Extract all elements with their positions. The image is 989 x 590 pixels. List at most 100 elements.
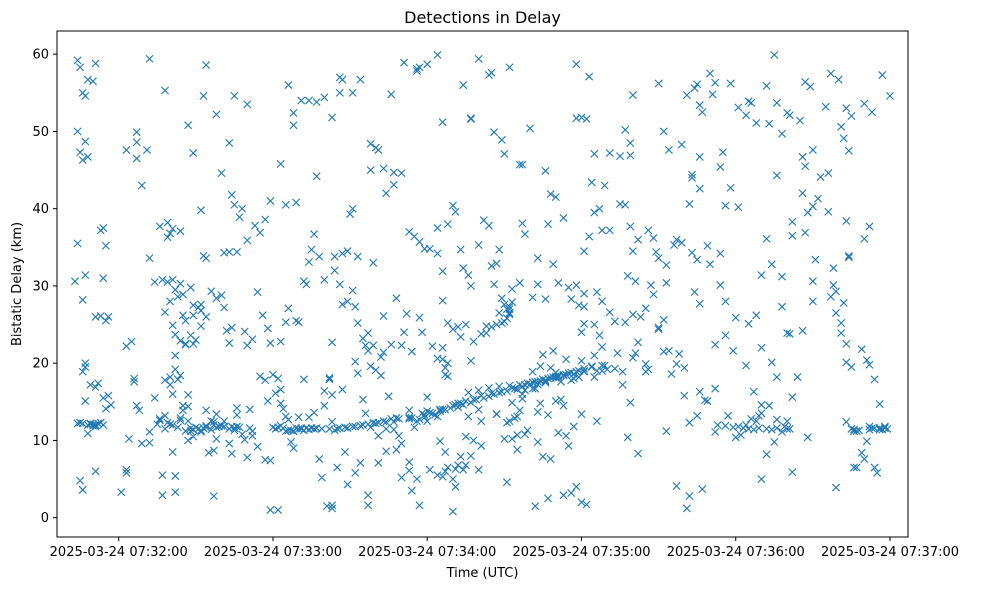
data-point — [232, 404, 241, 412]
data-point — [405, 458, 414, 467]
data-point — [184, 436, 193, 445]
data-point — [76, 418, 85, 427]
data-point — [832, 287, 841, 296]
data-point — [286, 437, 295, 446]
data-point — [765, 401, 774, 410]
data-point — [202, 312, 211, 321]
data-point — [711, 427, 720, 436]
data-point — [772, 98, 781, 107]
data-point — [176, 414, 185, 423]
data-point — [513, 445, 522, 454]
x-tick-label: 2025-03-24 07:36:00 — [667, 545, 805, 560]
data-point — [402, 309, 411, 318]
data-point — [778, 272, 787, 281]
data-point — [425, 244, 434, 253]
data-point — [423, 60, 432, 69]
data-point — [155, 222, 164, 231]
data-point — [137, 181, 146, 190]
data-point — [328, 390, 337, 399]
data-point — [441, 448, 450, 457]
data-point — [824, 207, 833, 216]
data-point — [801, 228, 810, 237]
data-point — [207, 287, 216, 296]
data-point — [785, 424, 794, 433]
data-point — [459, 465, 468, 474]
data-point — [538, 350, 547, 359]
data-point — [343, 480, 352, 489]
data-point — [274, 374, 283, 383]
data-point — [217, 169, 226, 178]
data-point — [382, 424, 391, 433]
data-point — [351, 422, 360, 431]
data-point — [91, 422, 100, 431]
data-point — [89, 77, 97, 86]
data-point — [847, 363, 856, 372]
data-point — [99, 274, 108, 283]
data-point — [474, 465, 483, 474]
data-point — [135, 406, 144, 415]
data-point — [189, 339, 198, 348]
data-point — [289, 444, 298, 453]
data-point — [729, 346, 738, 355]
data-point — [73, 127, 82, 136]
data-point — [832, 483, 841, 492]
data-point — [456, 245, 465, 254]
data-point — [384, 392, 393, 401]
data-point — [852, 463, 861, 472]
data-point — [757, 400, 766, 409]
data-point — [73, 56, 82, 65]
data-point — [520, 430, 529, 439]
data-point — [145, 254, 154, 263]
data-point — [405, 414, 414, 423]
data-point — [400, 58, 409, 67]
data-point — [672, 235, 681, 244]
data-point — [284, 415, 293, 424]
data-point — [466, 281, 475, 290]
data-point — [806, 82, 815, 91]
data-point — [634, 235, 643, 244]
data-point — [690, 84, 699, 93]
data-point — [405, 413, 414, 422]
data-point — [726, 183, 735, 192]
data-point — [217, 421, 226, 430]
data-point — [173, 375, 182, 384]
data-point — [274, 505, 283, 514]
data-point — [785, 111, 794, 120]
data-point — [603, 365, 612, 374]
data-point — [243, 236, 252, 245]
data-point — [559, 491, 568, 500]
data-point — [158, 471, 167, 480]
y-tick-label: 0 — [41, 511, 49, 526]
data-point — [605, 149, 614, 158]
data-point — [428, 342, 437, 351]
data-point — [315, 252, 324, 261]
data-point — [808, 202, 817, 211]
data-point — [544, 374, 553, 383]
data-point — [145, 438, 154, 447]
data-point — [297, 96, 306, 105]
data-point — [734, 103, 743, 112]
data-point — [168, 420, 177, 429]
data-point — [500, 300, 509, 309]
data-point — [662, 427, 671, 436]
data-point — [690, 288, 699, 297]
data-point — [274, 423, 283, 432]
data-point — [610, 317, 619, 326]
data-point — [549, 260, 558, 269]
data-point — [171, 285, 180, 294]
data-point — [451, 207, 460, 216]
data-point — [438, 118, 447, 127]
data-point — [505, 308, 514, 317]
data-point — [842, 104, 851, 113]
data-point — [178, 290, 187, 299]
data-point — [752, 118, 761, 127]
data-point — [628, 247, 637, 256]
data-point — [433, 471, 442, 480]
data-point — [320, 401, 329, 410]
data-point — [397, 169, 406, 178]
data-point — [574, 366, 583, 375]
data-point — [263, 324, 272, 333]
data-point — [505, 63, 514, 72]
data-point — [253, 442, 262, 451]
data-point — [292, 198, 301, 207]
